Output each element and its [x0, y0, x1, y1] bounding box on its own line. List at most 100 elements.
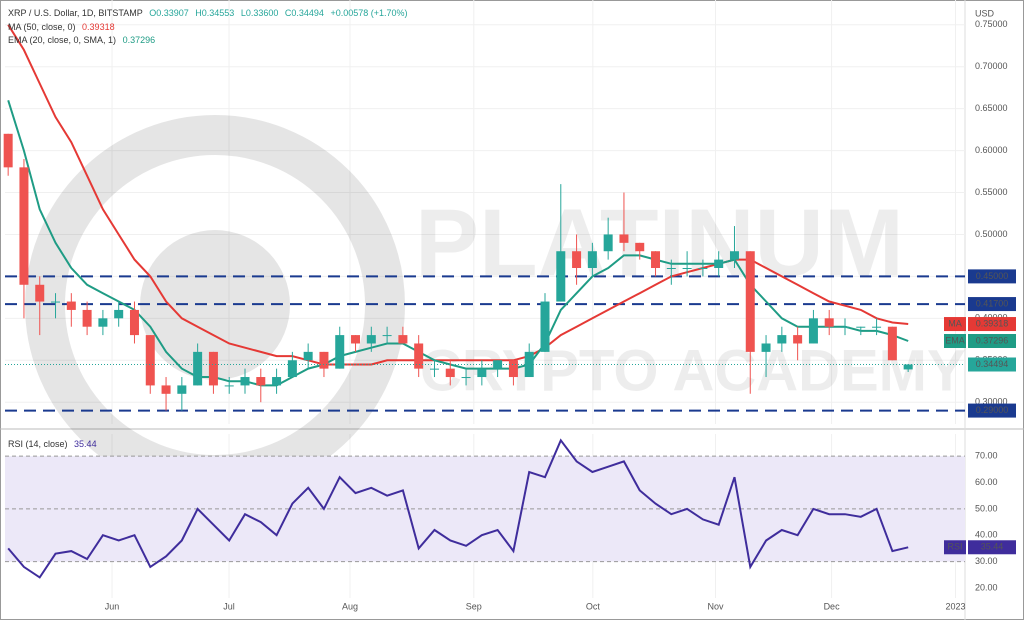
candle-body	[193, 351, 203, 386]
ohlc: H0.34553	[195, 8, 235, 18]
x-tick-label: Jul	[223, 601, 235, 611]
candle-body	[66, 301, 76, 310]
candle-body	[824, 318, 834, 327]
candle-body	[256, 377, 266, 386]
candle-body	[698, 268, 708, 269]
legend-name: EMA (20, close, 0, SMA, 1)	[8, 35, 117, 45]
legend-name: MA (50, close, 0)	[8, 22, 76, 32]
x-tick-label: Jun	[105, 601, 120, 611]
ohlc: C0.34494	[284, 8, 324, 18]
ema-legend: EMA (20, close, 0, SMA, 1) 0.37296	[8, 35, 159, 45]
value-tag-label: 0.41700	[976, 298, 1009, 308]
x-tick-label: Aug	[342, 601, 358, 611]
candle-body	[603, 234, 613, 252]
candle-body	[872, 326, 882, 328]
candle-body	[777, 335, 787, 344]
legend-value: 0.37296	[122, 35, 156, 45]
tag-box	[944, 334, 966, 349]
change: +0.00578 (+1.70%)	[330, 8, 408, 18]
candle-body	[51, 301, 61, 303]
y-tick-label: 0.55000	[975, 187, 1008, 197]
rsi-line	[7, 438, 909, 579]
legend-name: RSI (14, close)	[8, 439, 68, 449]
value-tag	[968, 540, 1016, 555]
candle-body	[619, 234, 629, 243]
candle-body	[319, 351, 329, 369]
value-tag	[968, 357, 1016, 372]
legend-value: 0.39318	[82, 22, 115, 32]
value-tag	[968, 317, 1016, 332]
candle-body	[287, 360, 297, 378]
y-tick-label: 0.75000	[975, 19, 1008, 29]
candle-body	[856, 326, 866, 328]
candle-body	[508, 360, 518, 378]
candle-body	[887, 326, 897, 361]
candle-body	[224, 385, 234, 387]
candle-body	[145, 335, 155, 386]
candle-body	[903, 364, 913, 370]
y-tick-label: 0.65000	[975, 103, 1008, 113]
ohlc: L0.33600	[240, 8, 279, 18]
candle-body	[651, 251, 661, 268]
value-tag	[968, 297, 1016, 312]
y-tick-label: 0.30000	[975, 397, 1008, 407]
candle-body	[335, 335, 345, 369]
x-tick-label: Dec	[824, 601, 841, 611]
candle-body	[129, 309, 139, 336]
candle-body	[3, 133, 13, 168]
ma-legend: MA (50, close, 0) 0.39318	[8, 22, 119, 32]
candle-body	[382, 335, 392, 337]
y-unit: USD	[975, 8, 995, 18]
candle-body	[414, 343, 424, 369]
candle-body	[351, 335, 361, 344]
candle-body	[35, 284, 45, 302]
candle-body	[429, 368, 439, 370]
tag-name: MA	[948, 318, 962, 328]
candle-body	[177, 385, 187, 394]
indicator-line	[7, 24, 909, 366]
candle-body	[666, 268, 676, 269]
candle-body	[82, 309, 92, 327]
y-tick-label: 50.00	[975, 503, 998, 513]
symbol-title: XRP / U.S. Dollar, 1D, BITSTAMP	[8, 8, 143, 18]
value-tag	[968, 269, 1016, 284]
candle-body	[793, 335, 803, 344]
candle-body	[477, 368, 487, 378]
candle-body	[398, 335, 408, 344]
watermark: CRYPTO ACADEMY	[420, 338, 966, 403]
y-tick-label: 60.00	[975, 477, 998, 487]
symbol-legend: XRP / U.S. Dollar, 1D, BITSTAMP O0.33907…	[8, 8, 412, 18]
candle-body	[745, 251, 755, 352]
candle-body	[366, 335, 376, 344]
x-tick-label: Oct	[586, 601, 601, 611]
candle-body	[445, 368, 455, 378]
y-tick-label: 0.70000	[975, 61, 1008, 71]
value-tag-label: 0.29000	[976, 405, 1009, 415]
y-tick-label: 20.00	[975, 582, 998, 592]
x-tick-label: 2023	[946, 601, 966, 611]
candle-body	[540, 301, 550, 352]
y-tick-label: 0.60000	[975, 145, 1008, 155]
rsi-legend: RSI (14, close) 35.44	[8, 439, 101, 449]
y-tick-label: 0.50000	[975, 229, 1008, 239]
candle-body	[19, 167, 29, 285]
tag-box	[944, 540, 966, 555]
candle-body	[572, 251, 582, 268]
candle-body	[729, 251, 739, 260]
candle-body	[635, 242, 645, 252]
candle-body	[98, 318, 108, 327]
candle-body	[587, 251, 597, 268]
candle-body	[808, 318, 818, 344]
watermark: PLATINUM	[415, 189, 904, 296]
value-tag	[968, 334, 1016, 349]
tag-name: RSI	[947, 542, 962, 552]
candle-body	[303, 351, 313, 361]
y-tick-label: 30.00	[975, 556, 998, 566]
indicator-line	[7, 100, 909, 387]
y-tick-label: 40.00	[975, 530, 998, 540]
candle-body	[272, 377, 282, 386]
value-tag	[968, 403, 1016, 418]
candle-body	[161, 385, 171, 394]
y-tick-label: 70.00	[975, 451, 998, 461]
